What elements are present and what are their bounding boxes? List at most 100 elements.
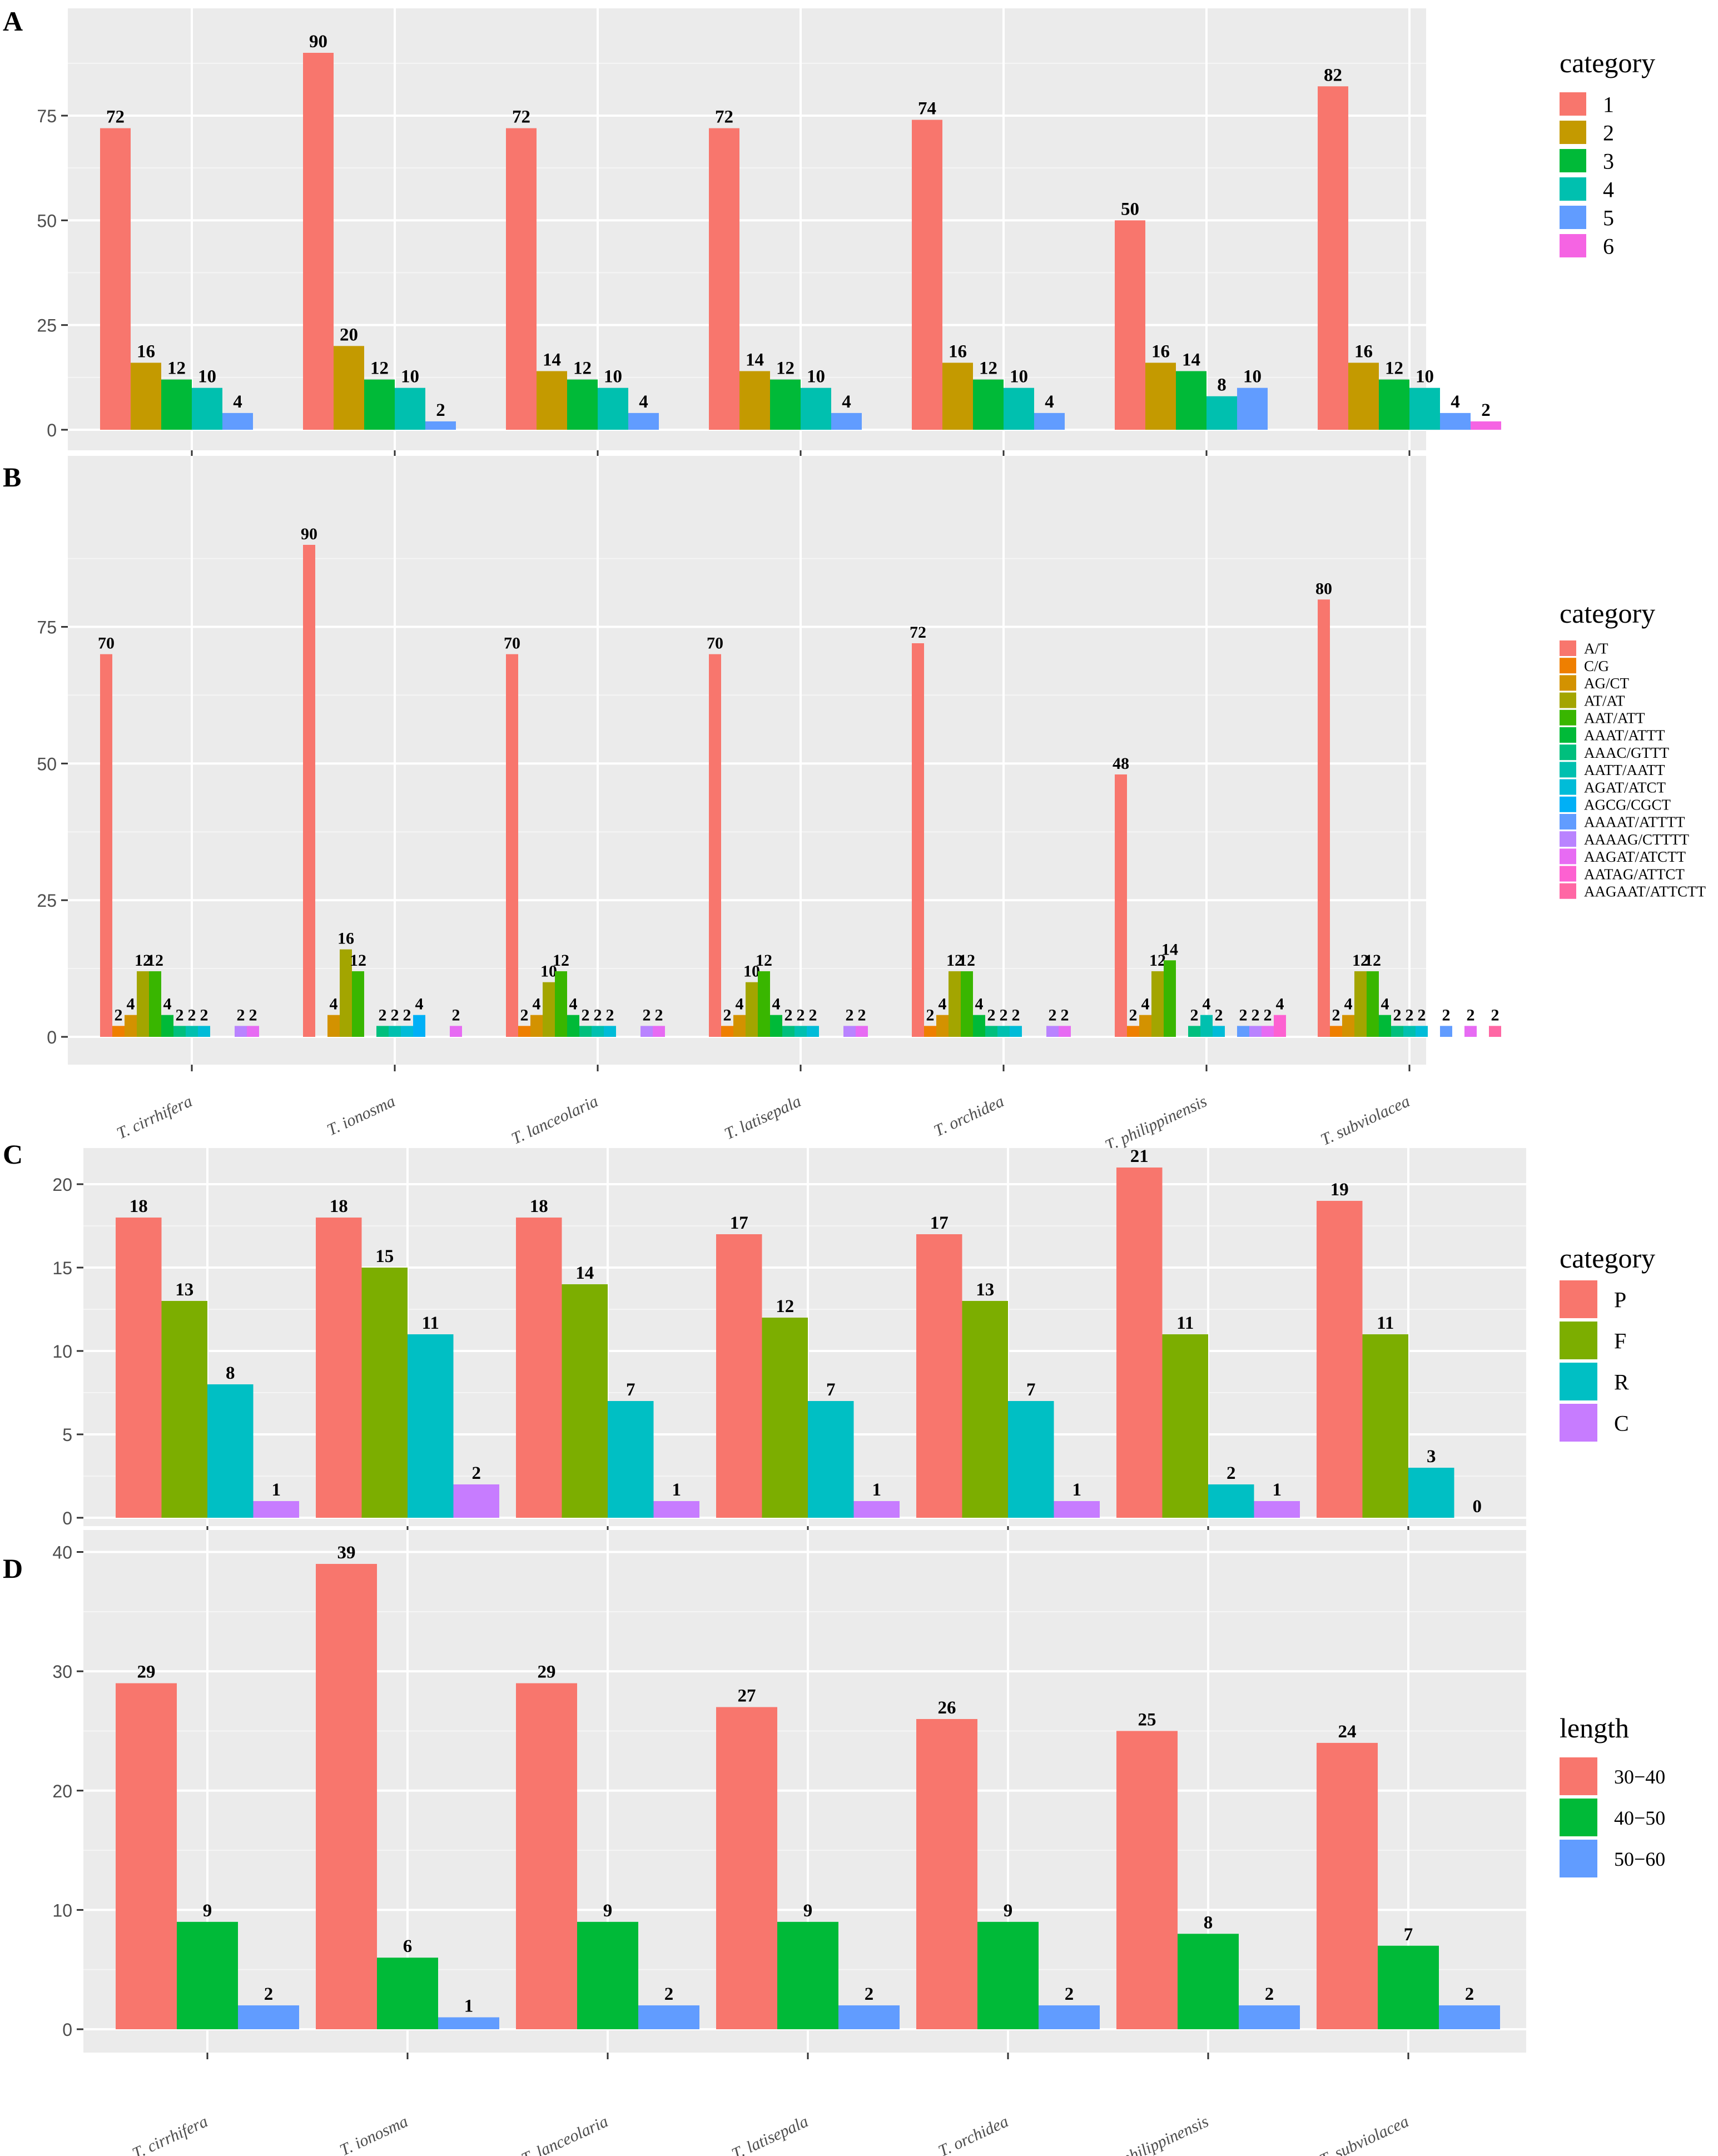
legend-swatch <box>1560 640 1576 656</box>
data-label: 12 <box>776 359 795 379</box>
data-label: 29 <box>137 1662 156 1682</box>
bar <box>912 643 924 1037</box>
x-tick-label: T. cirrhifera <box>130 2112 211 2156</box>
bar <box>137 971 149 1037</box>
data-label: 4 <box>639 392 648 412</box>
data-label: 4 <box>1276 995 1284 1014</box>
bar <box>1439 2005 1500 2029</box>
bar <box>716 1234 762 1518</box>
data-label: 18 <box>530 1196 548 1216</box>
bar <box>801 388 831 430</box>
data-label: 2 <box>379 1006 387 1024</box>
bar <box>340 949 352 1037</box>
data-label: 2 <box>264 1984 274 2004</box>
data-label: 29 <box>538 1662 556 1682</box>
bar <box>100 128 131 430</box>
bar <box>608 1401 654 1518</box>
bar <box>1362 1334 1408 1518</box>
data-label: 2 <box>403 1006 411 1024</box>
bar <box>1378 1945 1439 2029</box>
data-label: 10 <box>604 367 622 387</box>
bar <box>1178 1934 1239 2029</box>
data-label: 10 <box>540 962 557 981</box>
bar <box>628 413 659 430</box>
legend-label: 30−40 <box>1614 1766 1665 1788</box>
legend-swatch <box>1560 848 1576 865</box>
data-label: 8 <box>226 1363 235 1383</box>
data-label: 2 <box>472 1463 481 1483</box>
legend-label: AAT/ATT <box>1584 710 1645 727</box>
y-tick-label: 50 <box>37 211 57 231</box>
data-label: 2 <box>237 1006 245 1024</box>
legend-swatch <box>1560 831 1576 847</box>
data-label: 2 <box>1049 1006 1057 1024</box>
bar <box>1116 1731 1178 2029</box>
data-label: 2 <box>723 1006 732 1024</box>
data-label: 12 <box>1385 359 1403 379</box>
data-label: 2 <box>1264 1006 1272 1024</box>
bar <box>1249 1026 1262 1037</box>
data-label: 10 <box>807 367 825 387</box>
bar <box>1046 1026 1059 1037</box>
data-label: 2 <box>1465 1984 1474 2004</box>
bar <box>1440 1026 1452 1037</box>
bar <box>149 971 161 1037</box>
panel-letter: C <box>3 1139 23 1170</box>
bar <box>361 1268 408 1518</box>
legend-label: 3 <box>1603 148 1614 173</box>
legend-label: 1 <box>1603 92 1614 117</box>
bar <box>450 1026 462 1037</box>
bar <box>843 1026 856 1037</box>
data-label: 12 <box>350 951 366 970</box>
bar <box>1054 1501 1100 1518</box>
legend-swatch <box>1560 177 1586 201</box>
data-label: 25 <box>1138 1710 1156 1730</box>
data-label: 2 <box>188 1006 196 1024</box>
bar <box>709 128 739 430</box>
data-label: 12 <box>167 359 186 379</box>
bar <box>112 1026 125 1037</box>
legend-swatch <box>1560 744 1576 761</box>
data-label: 80 <box>1315 579 1332 598</box>
bar <box>1318 86 1348 430</box>
data-label: 2 <box>865 1984 874 2004</box>
bar <box>238 2005 299 2029</box>
bar <box>762 1318 808 1518</box>
bar <box>518 1026 530 1037</box>
bar <box>604 1026 616 1037</box>
bar <box>567 379 598 430</box>
bar <box>1318 599 1330 1037</box>
data-label: 14 <box>575 1263 594 1283</box>
bar <box>222 413 253 430</box>
bar <box>1440 413 1471 430</box>
data-label: 4 <box>939 995 947 1014</box>
data-label: 2 <box>606 1006 614 1024</box>
data-label: 90 <box>301 525 317 543</box>
bar <box>733 1015 746 1037</box>
data-label: 2 <box>1012 1006 1020 1024</box>
data-label: 12 <box>573 359 592 379</box>
bar <box>924 1026 936 1037</box>
data-label: 24 <box>1338 1722 1357 1742</box>
x-tick-label: T. lanceolaria <box>509 1092 601 1148</box>
bar <box>161 379 192 430</box>
data-label: 7 <box>1026 1380 1036 1400</box>
data-label: 14 <box>746 350 764 370</box>
data-label: 16 <box>137 341 155 361</box>
legend: length 30−40 40−50 50−60 <box>1560 1712 1665 1877</box>
data-label: 70 <box>707 634 723 653</box>
bar <box>838 2005 900 2029</box>
bar <box>853 1501 900 1518</box>
data-label: 2 <box>391 1006 399 1024</box>
legend-swatch <box>1560 149 1586 172</box>
bar <box>401 1026 413 1037</box>
data-label: 2 <box>1129 1006 1138 1024</box>
data-label: 10 <box>743 962 760 981</box>
data-label: 1 <box>464 1996 474 2016</box>
data-label: 12 <box>370 359 389 379</box>
data-label: 9 <box>803 1901 813 1921</box>
panel-letter: B <box>3 461 21 493</box>
bar <box>334 346 364 430</box>
